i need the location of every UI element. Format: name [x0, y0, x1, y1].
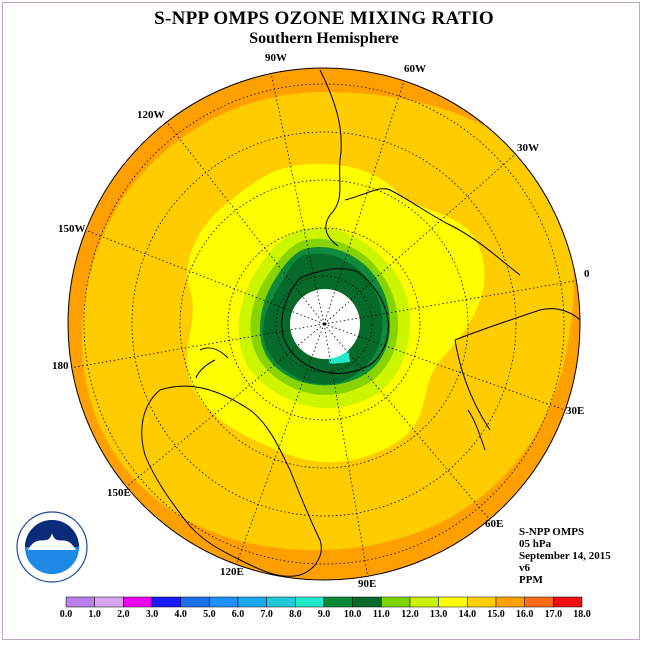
colorbar [65, 596, 583, 608]
colorbar-tick-label: 0.0 [59, 609, 73, 620]
lon-label-120w: 120W [137, 109, 165, 121]
colorbar-swatch [323, 596, 353, 608]
colorbar-tick-label: 10.0 [343, 609, 362, 620]
colorbar-swatch [381, 596, 411, 608]
colorbar-swatch [266, 596, 296, 608]
colorbar-swatch [123, 596, 153, 608]
colorbar-swatch [438, 596, 468, 608]
colorbar-tick-label: 12.0 [401, 609, 419, 620]
colorbar-swatch [94, 596, 124, 608]
colorbar-tick-label: 9.0 [317, 609, 331, 620]
lon-label-60e: 60E [485, 518, 504, 530]
coastline-madagascar [467, 409, 486, 451]
colorbar-tick-label: 7.0 [260, 609, 273, 620]
colorbar-tick-label: 6.0 [231, 609, 245, 620]
colorbar-swatch [237, 596, 267, 608]
plot-frame [2, 2, 640, 640]
colorbar-swatch [553, 596, 583, 608]
lon-label-0: 0 [584, 268, 590, 280]
colorbar-swatch [295, 596, 325, 608]
graticule [69, 68, 580, 579]
colorbar-tick-label: 17.0 [544, 609, 563, 620]
colorbar-swatch [495, 596, 525, 608]
lon-label-150e: 150E [107, 487, 131, 499]
map-disc-outline [67, 67, 581, 581]
colorbar-tick-label: 2.0 [117, 609, 130, 620]
coastline-australia [141, 385, 322, 577]
info-instrument: S-NPP OMPS [519, 526, 585, 538]
colorbar-swatch [151, 596, 181, 608]
colorbar-swatch [524, 596, 554, 608]
colorbar-tick-label: 5.0 [203, 609, 216, 620]
coastline-africa [454, 308, 580, 431]
lon-label-30w: 30W [517, 142, 539, 154]
coastline-south-america [319, 69, 521, 276]
info-version: v6 [519, 562, 530, 574]
lon-label-90e: 90E [358, 578, 377, 590]
colorbar-tick-label: 8.0 [289, 609, 302, 620]
lon-label-30e: 30E [566, 405, 585, 417]
lon-label-180: 180 [52, 360, 69, 372]
map-title: S-NPP OMPS OZONE MIXING RATIO [154, 8, 494, 29]
colorbar-tick-label: 4.0 [174, 609, 187, 620]
colorbar-tick-label: 18.0 [573, 609, 591, 620]
info-level: 05 hPa [519, 538, 552, 550]
colorbar-tick-label: 13.0 [429, 609, 448, 620]
colorbar-swatch [209, 596, 239, 608]
colorbar-tick-label: 16.0 [515, 609, 534, 620]
lon-label-90w: 90W [265, 52, 287, 64]
colorbar-tick-label: 14.0 [458, 609, 477, 620]
lon-label-120e: 120E [220, 566, 244, 578]
info-date: September 14, 2015 [519, 550, 611, 562]
map-subtitle: Southern Hemisphere [249, 30, 399, 47]
colorbar-tick-label: 15.0 [487, 609, 505, 620]
colorbar-swatch [409, 596, 439, 608]
colorbar-swatch [467, 596, 497, 608]
colorbar-tick-label: 1.0 [88, 609, 101, 620]
colorbar-tick-label: 11.0 [372, 609, 390, 620]
colorbar-swatch [352, 596, 382, 608]
colorbar-tick-label: 3.0 [145, 609, 159, 620]
colorbar-swatch [65, 596, 95, 608]
colorbar-swatch [180, 596, 210, 608]
info-units: PPM [519, 574, 543, 586]
noaa-logo: NOAA [16, 511, 88, 583]
pole-marker [323, 322, 327, 326]
lon-label-60w: 60W [404, 63, 426, 75]
noaa-logo-text: NOAA [39, 539, 66, 549]
coastline-new-zealand [195, 347, 229, 379]
lon-label-150w: 150W [58, 223, 86, 235]
coastline-antarctica [281, 268, 389, 374]
coastlines [141, 69, 580, 577]
